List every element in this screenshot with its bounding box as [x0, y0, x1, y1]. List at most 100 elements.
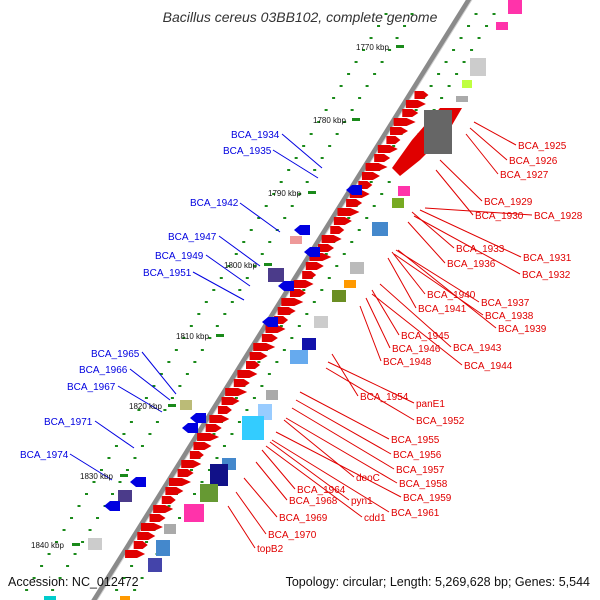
forward-gene-arrow — [246, 361, 260, 369]
gene-label[interactable]: BCA_1968 — [289, 496, 338, 507]
scale-tick-dot — [58, 577, 62, 579]
gene-label[interactable]: BCA_1967 — [67, 382, 116, 393]
scale-tick-dot — [485, 25, 489, 27]
gene-label[interactable]: BCA_1961 — [391, 508, 440, 519]
feature-box — [120, 596, 130, 600]
gene-label[interactable]: BCA_1942 — [190, 198, 239, 209]
forward-gene-arrow — [305, 262, 324, 270]
gene-label[interactable]: BCA_1954 — [360, 392, 409, 403]
feature-box — [88, 538, 102, 550]
scale-tick-dot — [392, 145, 396, 147]
scale-tick-dot — [369, 181, 373, 183]
scale-tick-dot — [377, 25, 381, 27]
gene-label[interactable]: topB2 — [257, 544, 284, 555]
gene-label[interactable]: BCA_1949 — [155, 251, 204, 262]
gene-label[interactable]: BCA_1955 — [391, 435, 440, 446]
scale-tick-dot — [313, 169, 317, 171]
gene-label[interactable]: BCA_1946 — [392, 344, 441, 355]
gene-label[interactable]: BCA_1938 — [485, 311, 534, 322]
gene-label[interactable]: BCA_1969 — [279, 513, 328, 524]
gene-label[interactable]: BCA_1970 — [268, 530, 317, 541]
gene-label[interactable]: BCA_1935 — [223, 146, 272, 157]
feature-box — [200, 484, 218, 502]
scale-tick-dot — [47, 553, 51, 555]
forward-gene-arrow — [318, 244, 335, 252]
gene-label[interactable]: BCA_1933 — [456, 244, 505, 255]
scale-tick-dot — [343, 121, 347, 123]
gene-label[interactable]: BCA_1974 — [20, 450, 69, 461]
scale-tick-dot — [152, 385, 156, 387]
reverse-gene-arrow — [130, 477, 146, 487]
gene-label[interactable]: BCA_1957 — [396, 465, 445, 476]
gene-label[interactable]: BCA_1939 — [498, 324, 547, 335]
scale-tick-dot — [347, 217, 351, 219]
leader-line — [261, 449, 296, 490]
gene-label[interactable]: BCA_1965 — [91, 349, 140, 360]
gene-label[interactable]: BCA_1931 — [523, 253, 572, 264]
gene-label[interactable]: BCA_1966 — [79, 365, 128, 376]
scale-tick-dot — [294, 157, 298, 159]
scale-tick-dot — [96, 517, 100, 519]
gene-label[interactable]: BCA_1934 — [231, 130, 280, 141]
gene-label[interactable]: BCA_1956 — [393, 450, 442, 461]
forward-gene-arrow — [217, 406, 232, 414]
reverse-gene-arrow — [346, 185, 362, 195]
scale-tick-dot — [140, 445, 144, 447]
scale-tick-dot — [369, 37, 373, 39]
scale-tick-dot — [182, 337, 186, 339]
scale-tick-dot — [309, 133, 313, 135]
gene-label[interactable]: BCA_1941 — [418, 304, 467, 315]
feature-box — [392, 198, 404, 208]
gene-label[interactable]: BCA_1959 — [403, 493, 452, 504]
gene-label[interactable]: BCA_1948 — [383, 357, 432, 368]
forward-gene-arrow — [237, 370, 258, 378]
scale-tick-dot — [200, 481, 204, 483]
scale-tick-dot — [302, 289, 306, 291]
scale-tick-dot — [66, 565, 70, 567]
reverse-gene-arrow — [182, 423, 198, 433]
scale-tick-dot — [170, 397, 174, 399]
forward-gene-arrow — [125, 550, 146, 558]
gene-label[interactable]: BCA_1926 — [509, 156, 558, 167]
scale-tick-dot — [474, 13, 478, 15]
scale-tick-dot — [140, 577, 144, 579]
scale-labels: 1770 kbp 1780 kbp 1790 kbp 1800 kbp 1810… — [31, 43, 389, 550]
scale-tick-dot — [253, 265, 257, 267]
gene-label[interactable]: BCA_1929 — [484, 197, 533, 208]
leader-line — [359, 305, 382, 362]
gene-label[interactable]: BCA_1958 — [399, 479, 448, 490]
scale-tick-dot — [279, 181, 283, 183]
gene-label[interactable]: BCA_1964 — [297, 485, 346, 496]
forward-gene-arrow — [140, 523, 163, 531]
gene-label[interactable]: BCA_1951 — [143, 268, 192, 279]
gene-label[interactable]: BCA_1937 — [481, 298, 530, 309]
gene-label[interactable]: deoC — [356, 473, 380, 484]
scale-tick-dot — [111, 493, 115, 495]
gene-label[interactable]: BCA_1932 — [522, 270, 571, 281]
gene-label[interactable]: BCA_1971 — [44, 417, 93, 428]
gene-label[interactable]: BCA_1940 — [427, 290, 476, 301]
gene-label[interactable]: BCA_1925 — [518, 141, 567, 152]
forward-gene-arrow — [249, 352, 268, 360]
scale-ticks — [25, 13, 496, 591]
gene-label[interactable]: BCA_1947 — [168, 232, 217, 243]
scale-tick-dot — [452, 49, 456, 51]
forward-gene-arrow — [181, 460, 202, 468]
gene-label[interactable]: panE1 — [416, 399, 445, 410]
gene-label[interactable]: BCA_1952 — [416, 416, 465, 427]
gene-label[interactable]: BCA_1936 — [447, 259, 496, 270]
gene-label[interactable]: pyn1 — [351, 496, 373, 507]
scale-tick-dot — [384, 13, 388, 15]
gene-label[interactable]: BCA_1945 — [401, 331, 450, 342]
scale-tick-dot — [297, 325, 301, 327]
forward-gene-arrow — [225, 388, 248, 396]
feature-box — [180, 400, 192, 410]
gene-label[interactable]: BCA_1943 — [453, 343, 502, 354]
gene-label[interactable]: BCA_1928 — [534, 211, 583, 222]
gene-label[interactable]: BCA_1944 — [464, 361, 513, 372]
leader-line — [192, 271, 245, 301]
forward-gene-arrow — [377, 145, 398, 153]
gene-label[interactable]: cdd1 — [364, 513, 386, 524]
gene-label[interactable]: BCA_1927 — [500, 170, 549, 181]
gene-label[interactable]: BCA_1930 — [475, 211, 524, 222]
